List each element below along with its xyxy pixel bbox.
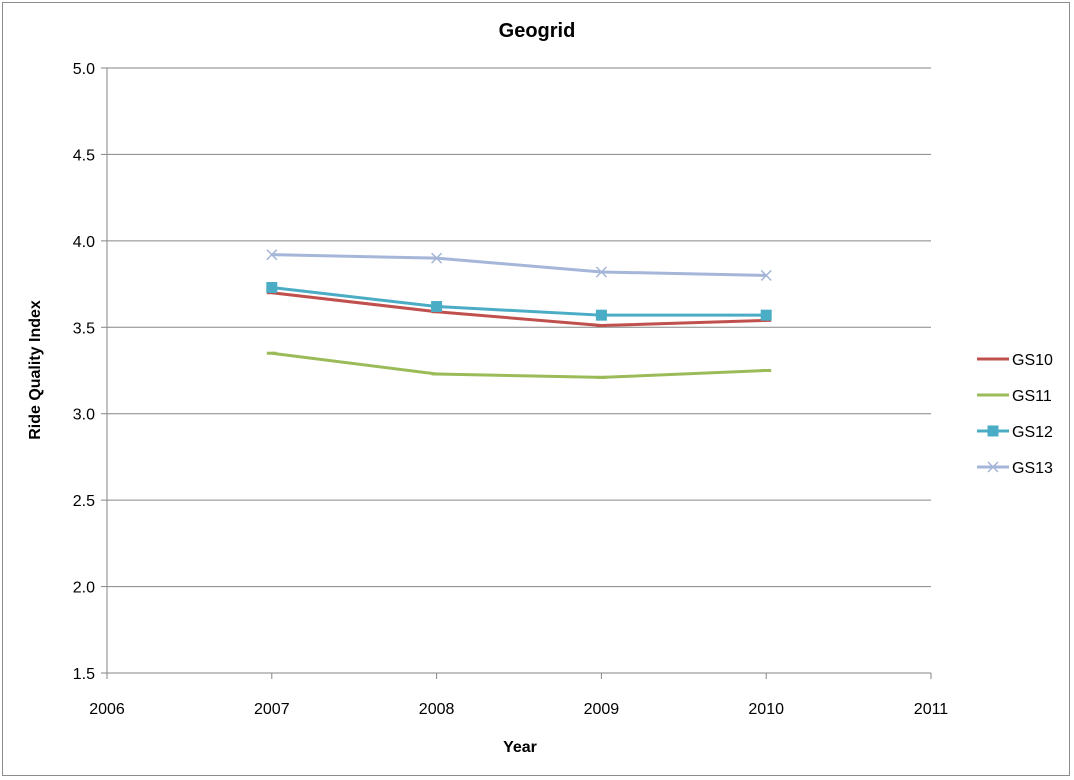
- x-tick-label: 2009: [584, 701, 620, 718]
- data-point-square: [266, 282, 278, 294]
- y-tick-label: 5.0: [73, 61, 95, 78]
- y-axis-title: Ride Quality Index: [27, 300, 44, 440]
- legend-label: GS13: [1012, 460, 1053, 477]
- series-gs12: [266, 282, 772, 321]
- series-line: [271, 291, 767, 328]
- series-line: [271, 286, 767, 317]
- x-tick-label: 2006: [89, 701, 125, 718]
- data-point-x: [595, 266, 607, 278]
- series-gs13: [266, 249, 772, 281]
- series-gs11: [266, 351, 772, 379]
- legend-label: GS12: [1012, 424, 1053, 441]
- y-tick-label: 2.5: [73, 493, 95, 510]
- legend-label: GS11: [1012, 388, 1052, 405]
- y-tick-label: 4.0: [73, 234, 95, 251]
- y-tick-label: 3.0: [73, 407, 95, 424]
- chart-title: Geogrid: [499, 20, 576, 42]
- x-axis-ticks: 2006 2007 2008 2009 2010 2011: [89, 701, 948, 718]
- legend-label: GS10: [1012, 352, 1053, 369]
- axes: [101, 67, 932, 679]
- y-axis-ticks: 1.5 2.0 2.5 3.0 3.5 4.0 4.5 5.0: [73, 61, 95, 683]
- series-line: [271, 253, 767, 277]
- series-lines: [266, 249, 772, 379]
- legend: GS10 GS11 GS12 GS13: [977, 352, 1053, 477]
- gridlines: [107, 67, 931, 674]
- legend-item-gs12: GS12: [977, 424, 1053, 441]
- data-point-x: [987, 461, 999, 473]
- y-tick-label: 4.5: [73, 147, 95, 164]
- data-point-x: [431, 252, 443, 264]
- x-axis-title: Year: [503, 739, 537, 756]
- y-tick-label: 3.5: [73, 320, 95, 337]
- legend-item-gs10: GS10: [977, 352, 1053, 369]
- data-point-square: [431, 301, 443, 313]
- series-gs10: [266, 291, 772, 328]
- data-point-x: [760, 269, 772, 281]
- data-point-square: [760, 309, 772, 321]
- x-tick-label: 2007: [254, 701, 290, 718]
- x-tick-label: 2011: [914, 701, 949, 718]
- x-tick-label: 2010: [748, 701, 784, 718]
- x-tick-label: 2008: [419, 701, 455, 718]
- y-tick-label: 1.5: [73, 666, 95, 683]
- legend-item-gs13: GS13: [977, 460, 1053, 477]
- data-point-square: [595, 309, 607, 321]
- data-point-square: [987, 425, 999, 437]
- series-line: [271, 351, 767, 379]
- legend-item-gs11: GS11: [977, 388, 1052, 405]
- data-point-x: [266, 249, 278, 261]
- y-tick-label: 2.0: [73, 580, 95, 597]
